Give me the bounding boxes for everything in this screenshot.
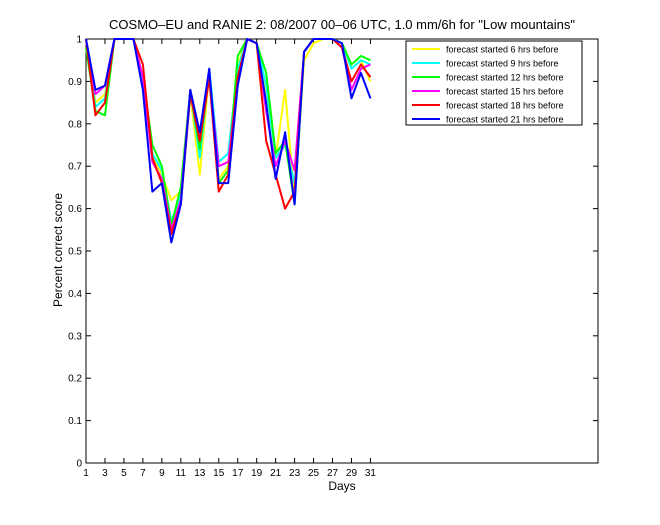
x-tick-label: 25	[308, 468, 320, 479]
x-tick-label: 9	[159, 468, 165, 479]
y-tick-label: 0.1	[68, 416, 82, 427]
series-lines	[85, 38, 372, 244]
x-tick-label: 23	[289, 468, 301, 479]
y-tick-label: 1	[76, 35, 82, 46]
legend: forecast started 6 hrs before forecast st…	[405, 40, 583, 126]
y-axis: 0 0.1 0.2 0.3 0.4 0.5 0.6 0.7 0.8 0.9 1	[68, 35, 598, 470]
x-tick-label: 11	[176, 468, 187, 479]
series-line-6	[85, 38, 372, 244]
legend-label-5: forecast started 18 hrs before	[446, 101, 564, 111]
x-tick-label: 17	[232, 468, 244, 479]
x-tick-label: 1	[83, 468, 89, 479]
x-tick-label: 15	[213, 468, 225, 479]
y-tick-label: 0.8	[68, 119, 82, 130]
y-tick-label: 0.5	[68, 247, 82, 258]
legend-label-6: forecast started 21 hrs before	[446, 115, 564, 125]
x-tick-label: 27	[327, 468, 339, 479]
x-tick-label: 29	[346, 468, 358, 479]
x-tick-label: 31	[365, 468, 377, 479]
y-tick-label: 0.9	[68, 77, 82, 88]
legend-label-2: forecast started 9 hrs before	[446, 59, 559, 69]
legend-label-4: forecast started 15 hrs before	[446, 87, 564, 97]
y-axis-label: Percent correct score	[51, 193, 65, 307]
y-tick-label: 0.6	[68, 204, 82, 215]
x-axis-label: Days	[328, 479, 355, 493]
x-tick-label: 7	[140, 468, 146, 479]
x-tick-label: 3	[102, 468, 108, 479]
x-tick-label: 21	[270, 468, 282, 479]
legend-label-3: forecast started 12 hrs before	[446, 73, 564, 83]
legend-box	[405, 40, 583, 126]
x-tick-label: 13	[194, 468, 206, 479]
x-axis: 1 3 5 7 9 11 13 15 17 19 21 23 25 27 29 31	[83, 39, 376, 479]
y-tick-label: 0.3	[68, 331, 82, 342]
y-tick-label: 0.2	[68, 374, 82, 385]
x-tick-label: 5	[121, 468, 127, 479]
legend-label-1: forecast started 6 hrs before	[446, 45, 559, 55]
y-tick-label: 0	[76, 459, 82, 470]
y-tick-label: 0.4	[68, 289, 82, 300]
x-tick-label: 19	[251, 468, 263, 479]
y-tick-label: 0.7	[68, 162, 82, 173]
chart-title: COSMO–EU and RANIE 2: 08/2007 00–06 UTC,…	[109, 17, 575, 32]
